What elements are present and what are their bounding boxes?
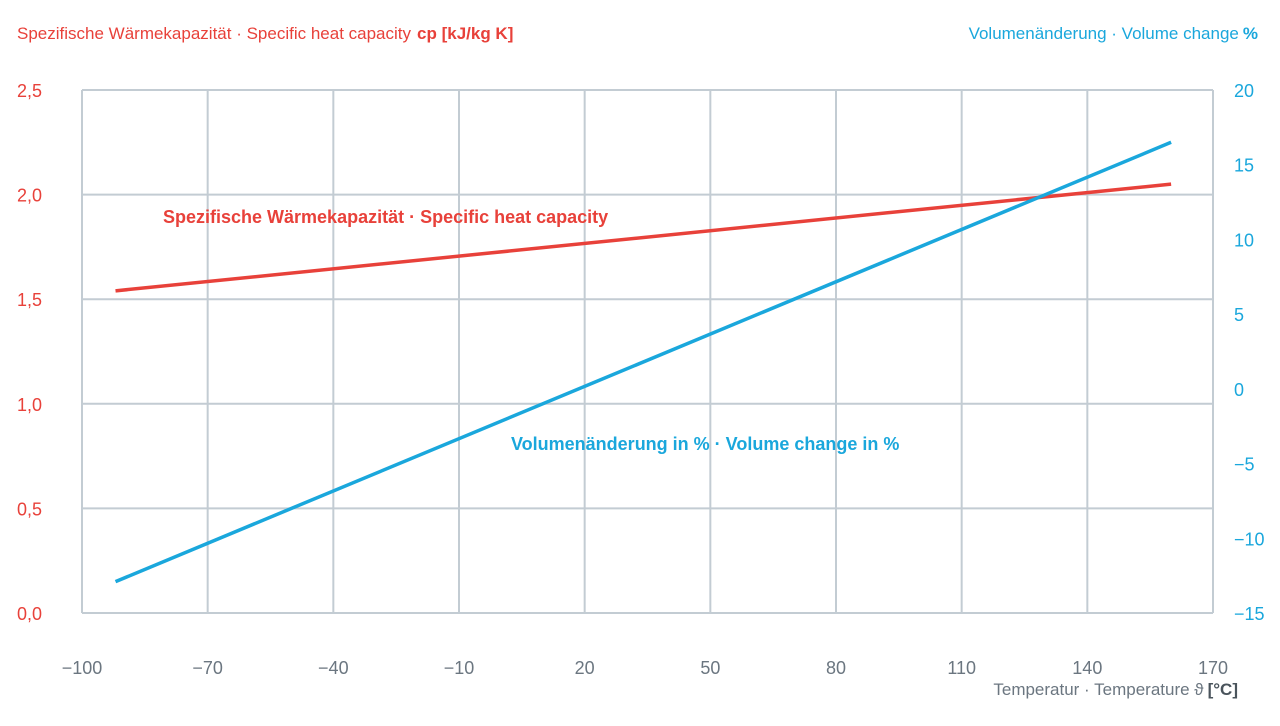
x-axis-tick-label: −10 [444, 658, 475, 678]
left-axis-title-text: Spezifische Wärmekapazität · Specific he… [17, 24, 412, 43]
right-axis-tick-label: 20 [1234, 81, 1254, 101]
x-axis-tick-label: −100 [62, 658, 103, 678]
x-axis-tick-label: 20 [575, 658, 595, 678]
right-axis-ticks: −15 −10 −5 0 5 10 15 20 [1234, 81, 1265, 624]
right-axis-tick-label: −5 [1234, 455, 1255, 475]
left-axis-tick-label: 1,0 [17, 395, 42, 415]
left-axis-unit: cp [kJ/kg K] [417, 24, 514, 43]
series-line-heat-capacity [115, 182, 1172, 293]
left-axis-tick-label: 2,0 [17, 186, 42, 206]
x-axis-unit: [°C] [1207, 680, 1238, 699]
x-axis-ticks: −100 −70 −40 −10 20 50 80 110 140 170 [62, 658, 1228, 678]
x-axis-title-text: Temperatur · Temperature ϑ [993, 680, 1204, 699]
right-axis-unit: % [1242, 24, 1258, 43]
x-axis-title: Temperatur · Temperature ϑ [°C] [993, 680, 1238, 700]
right-axis-tick-label: 5 [1234, 305, 1244, 325]
x-axis-tick-label: −40 [318, 658, 349, 678]
left-axis-tick-label: 1,5 [17, 290, 42, 310]
x-axis-tick-label: 140 [1072, 658, 1102, 678]
series-line-volume-change [114, 140, 1172, 584]
right-axis-tick-label: −15 [1234, 604, 1265, 624]
series-label-volume-change: Volumenänderung in % · Volume change in … [511, 434, 899, 454]
right-axis-tick-label: 0 [1234, 380, 1244, 400]
x-axis-tick-label: 50 [700, 658, 720, 678]
x-axis-tick-label: −70 [192, 658, 223, 678]
x-axis-tick-label: 170 [1198, 658, 1228, 678]
x-axis-tick-label: 80 [826, 658, 846, 678]
right-axis-tick-label: −10 [1234, 529, 1265, 549]
right-axis-title-text: Volumenänderung · Volume change [968, 24, 1239, 43]
right-axis-tick-label: 15 [1234, 156, 1254, 176]
left-axis-tick-label: 0,5 [17, 499, 42, 519]
series-label-heat-capacity: Spezifische Wärmekapazität · Specific he… [163, 207, 608, 227]
left-axis-tick-label: 2,5 [17, 81, 42, 101]
grid-lines [81, 89, 1214, 614]
x-axis-tick-label: 110 [947, 658, 976, 678]
right-axis-tick-label: 10 [1234, 230, 1254, 250]
right-axis-title: Volumenänderung · Volume change% [969, 24, 1258, 44]
series-lines [114, 140, 1172, 584]
left-axis-title: Spezifische Wärmekapazität · Specific he… [17, 24, 513, 44]
left-axis-tick-label: 0,0 [17, 604, 42, 624]
left-axis-ticks: 0,0 0,5 1,0 1,5 2,0 2,5 [17, 81, 42, 624]
